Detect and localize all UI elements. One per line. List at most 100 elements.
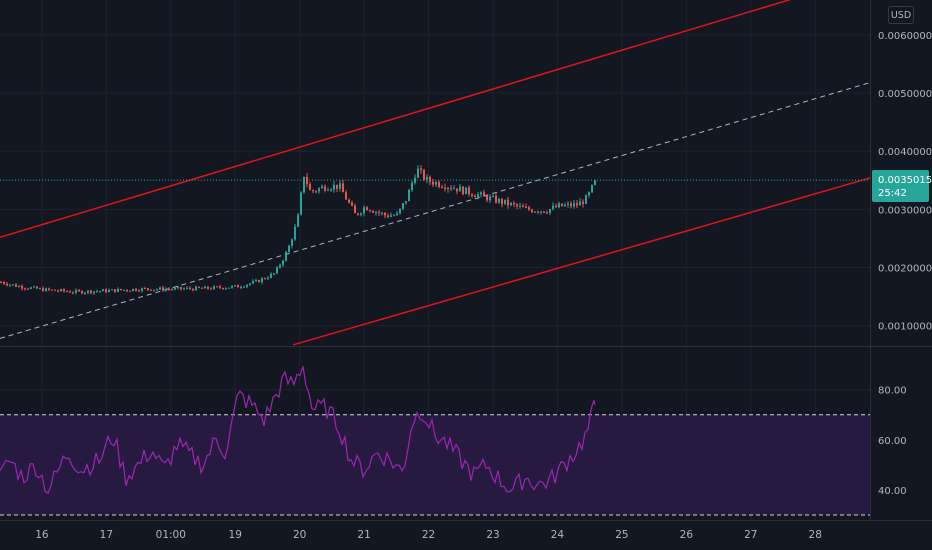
- candle-body: [546, 212, 548, 214]
- candle-body: [78, 290, 80, 292]
- candle-body: [222, 287, 224, 290]
- candle-body: [576, 203, 578, 206]
- candle-body: [438, 182, 440, 187]
- candle-body: [303, 176, 305, 193]
- candle-body: [393, 215, 395, 217]
- candle-body: [3, 282, 5, 284]
- rsi-axis[interactable]: 80.00 60.00 40.00: [878, 386, 907, 497]
- candle-body: [480, 192, 482, 195]
- rsi-band-fill: [0, 414, 870, 515]
- time-tick-label: 16: [35, 529, 49, 541]
- candle-body: [585, 195, 587, 204]
- candle-body: [501, 198, 503, 204]
- candle-body: [204, 286, 206, 289]
- candle-body: [339, 183, 341, 189]
- candle-body: [129, 290, 131, 292]
- candle-body: [465, 187, 467, 195]
- candle-body: [99, 291, 101, 293]
- price-tick-label: 0.00100000: [878, 322, 932, 333]
- candle-body: [174, 287, 176, 290]
- channel-upper-line[interactable]: [0, 0, 802, 238]
- candle-body: [165, 289, 167, 291]
- candle-body: [555, 205, 557, 208]
- currency-button[interactable]: USD: [888, 6, 914, 24]
- candle-body: [309, 184, 311, 191]
- candle-body: [537, 211, 539, 213]
- candle-body: [474, 195, 476, 198]
- countdown-label: 25:42: [878, 188, 907, 199]
- candle-body: [87, 290, 89, 293]
- candle-body: [21, 286, 23, 289]
- candle-body: [414, 177, 416, 183]
- candle-body: [453, 188, 455, 190]
- candle-body: [411, 182, 413, 190]
- candle-body: [504, 199, 506, 204]
- candle-body: [96, 291, 98, 293]
- candle-body: [561, 203, 563, 207]
- time-tick-label: 19: [229, 529, 242, 541]
- candle-body: [27, 288, 29, 290]
- candle-body: [354, 205, 356, 214]
- rsi-pane[interactable]: [0, 366, 870, 516]
- candle-body: [420, 168, 422, 170]
- candle-body: [159, 287, 161, 290]
- channel-median-line[interactable]: [0, 82, 871, 339]
- candle-body: [0, 282, 2, 284]
- candle-body: [45, 288, 47, 292]
- candle-body: [252, 281, 254, 284]
- price-pane[interactable]: [0, 0, 871, 346]
- candle-body: [345, 192, 347, 200]
- candle-body: [459, 186, 461, 192]
- candle-body: [24, 288, 26, 290]
- candle-body: [144, 288, 146, 290]
- time-tick-label: 28: [809, 529, 822, 541]
- candle-body: [90, 290, 92, 294]
- candle-body: [582, 201, 584, 204]
- candle-body: [213, 286, 215, 290]
- candle-body: [270, 273, 272, 278]
- rsi-tick-label: 40.00: [878, 486, 907, 497]
- candle-body: [231, 285, 233, 288]
- candle-body: [396, 213, 398, 216]
- candle-body: [447, 187, 449, 190]
- candle-body: [297, 214, 299, 227]
- time-axis[interactable]: 16 17 01:00 19 20 21 22 23 24 25 26 27 28: [35, 529, 822, 541]
- candle-body: [513, 202, 515, 205]
- candle-body: [510, 202, 512, 206]
- candle-body: [237, 285, 239, 288]
- candle-body: [105, 289, 107, 293]
- candle-body: [201, 287, 203, 289]
- candle-body: [120, 288, 122, 291]
- candle-body: [579, 201, 581, 206]
- candle-body: [324, 186, 326, 191]
- candle-body: [450, 187, 452, 189]
- candle-body: [195, 286, 197, 291]
- candle-body: [162, 287, 164, 291]
- candle-body: [255, 280, 257, 282]
- candle-body: [333, 184, 335, 190]
- candle-body: [342, 183, 344, 193]
- candle-body: [384, 212, 386, 216]
- candle-body: [525, 207, 527, 209]
- candle-body: [387, 215, 389, 217]
- candle-body: [552, 205, 554, 210]
- candle-body: [378, 211, 380, 213]
- candle-body: [429, 177, 431, 182]
- candle-body: [63, 289, 65, 292]
- candle-body: [408, 189, 410, 202]
- candle-body: [417, 168, 419, 178]
- candle-body: [111, 289, 113, 291]
- candle-body: [54, 289, 56, 291]
- candle-body: [249, 283, 251, 285]
- last-price-badge-box: [872, 170, 929, 202]
- candle-body: [348, 199, 350, 203]
- candle-body: [426, 177, 428, 180]
- candle-body: [489, 196, 491, 201]
- candle-body: [534, 211, 536, 213]
- channel-lower-line[interactable]: [293, 177, 871, 346]
- candle-body: [72, 292, 74, 294]
- candle-body: [84, 292, 86, 294]
